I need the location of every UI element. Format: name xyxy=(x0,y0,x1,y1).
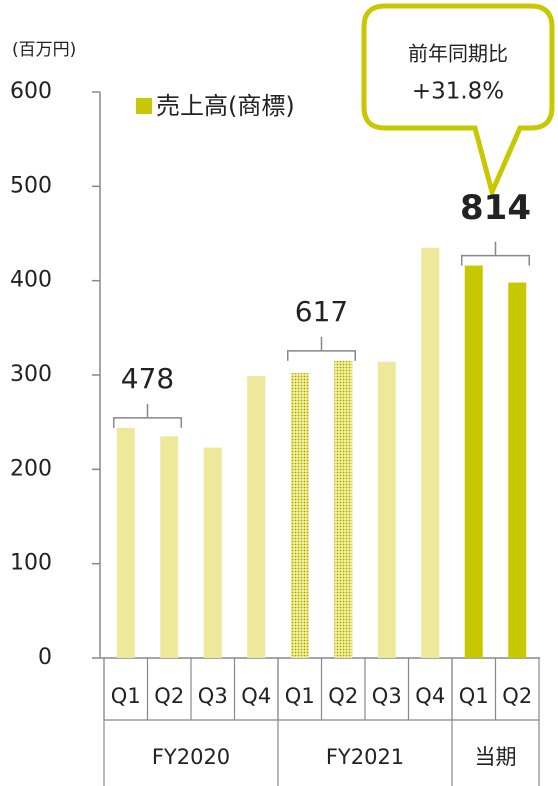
bar xyxy=(160,436,179,658)
total-label: 617 xyxy=(295,295,348,328)
callout-text: +31.8% xyxy=(412,79,504,105)
x-tick-label: Q2 xyxy=(154,684,184,708)
callout-box xyxy=(361,3,555,200)
bar xyxy=(203,447,222,658)
legend-swatch xyxy=(136,98,152,114)
total-bracket xyxy=(287,336,356,361)
y-tick-label: 100 xyxy=(10,551,52,576)
x-tick-label: Q4 xyxy=(241,684,271,708)
bar xyxy=(464,265,483,658)
x-tick-label: Q1 xyxy=(285,684,315,708)
x-tick-label: Q3 xyxy=(198,684,228,708)
total-label: 814 xyxy=(460,188,531,228)
y-tick-label: 200 xyxy=(10,456,52,481)
y-tick-label: 600 xyxy=(10,79,52,104)
x-tick-label: Q2 xyxy=(328,684,358,708)
unit-label: (百万円) xyxy=(12,40,76,60)
legend-label: 売上高(商標) xyxy=(156,92,295,120)
bar xyxy=(421,247,440,658)
x-tick-label: Q1 xyxy=(111,684,141,708)
callout-title: 前年同期比 xyxy=(408,42,508,66)
bar xyxy=(377,361,396,658)
x-tick-label: Q1 xyxy=(459,684,489,708)
y-tick-label: 300 xyxy=(10,362,52,387)
bar xyxy=(334,360,353,658)
group-label: FY2020 xyxy=(152,745,230,769)
x-tick-label: Q2 xyxy=(502,684,532,708)
group-label: FY2021 xyxy=(326,745,404,769)
y-tick-label: 400 xyxy=(10,268,52,293)
total-label: 478 xyxy=(121,362,174,395)
total-bracket xyxy=(113,403,182,428)
y-tick-label: 0 xyxy=(38,645,52,670)
x-tick-label: Q3 xyxy=(372,684,402,708)
bar xyxy=(290,373,309,658)
bar xyxy=(247,375,266,658)
group-label: 当期 xyxy=(475,745,517,769)
y-tick-label: 500 xyxy=(10,173,52,198)
x-tick-label: Q4 xyxy=(415,684,445,708)
bar xyxy=(116,427,135,658)
bar xyxy=(508,282,527,658)
total-bracket xyxy=(461,241,530,266)
